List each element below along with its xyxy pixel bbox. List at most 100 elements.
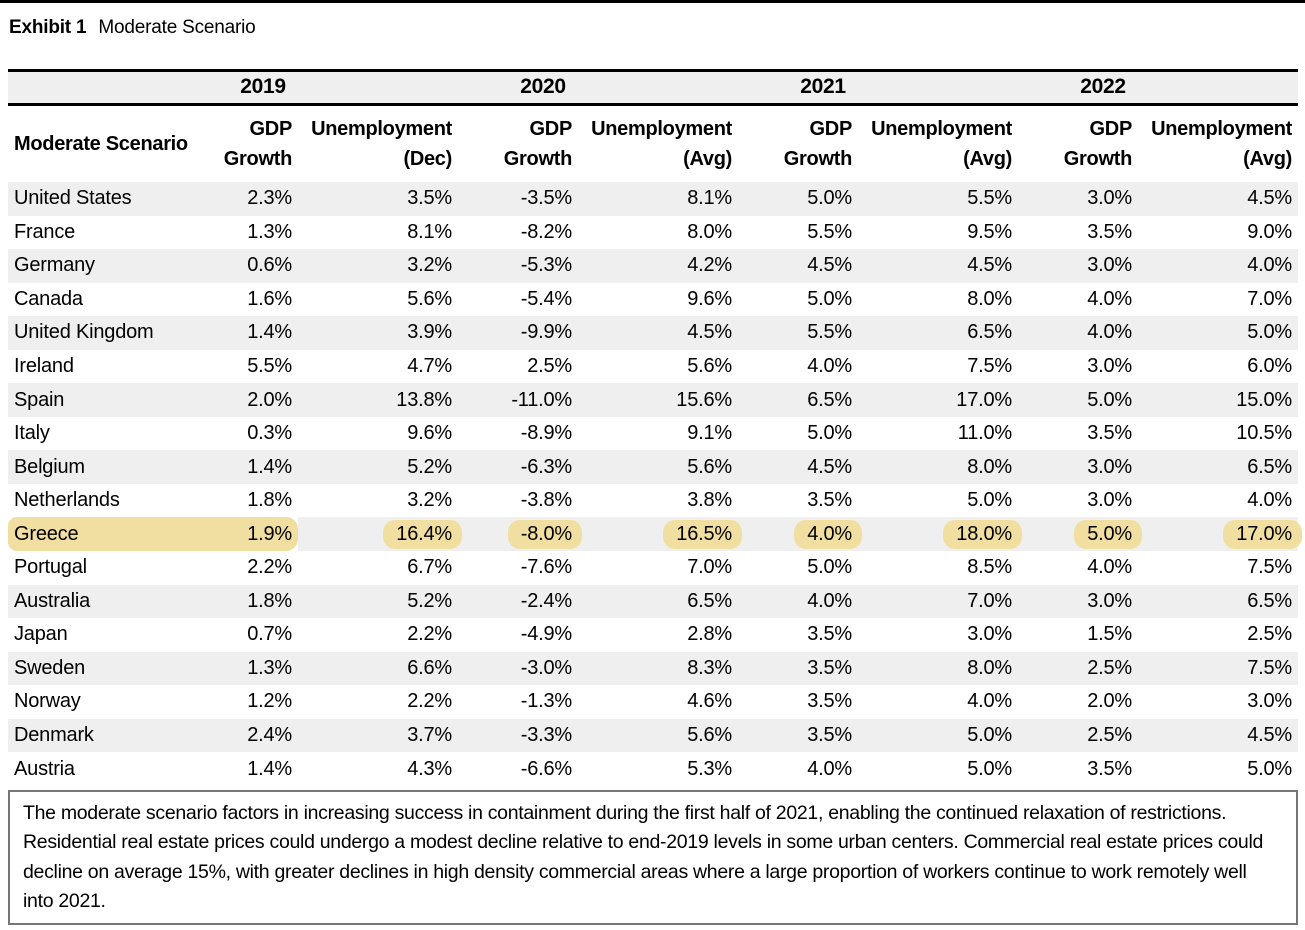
- value-cell: 8.0%: [967, 287, 1012, 310]
- value-cell: 8.1%: [407, 220, 452, 243]
- value-cell: -3.5%: [458, 182, 578, 216]
- year-header-2021: 2021: [738, 69, 1018, 106]
- value-cell: 1.8%: [247, 489, 292, 512]
- value-cell: 5.0%: [738, 182, 858, 216]
- value-cell: 8.1%: [578, 182, 738, 216]
- value-cell: 4.5%: [738, 450, 858, 484]
- value-cell: 5.6%: [578, 450, 738, 484]
- country-label: Ireland: [14, 355, 74, 377]
- value-cell: 8.5%: [967, 556, 1012, 579]
- value-cell: 9.1%: [687, 422, 732, 445]
- value-cell: 1.5%: [1087, 623, 1132, 646]
- year-header-2020: 2020: [458, 69, 738, 106]
- value-cell: 3.9%: [298, 316, 458, 350]
- table-row-canada: Canada 1.6% 5.6% -5.4% 9.6% 5.0% 8.0% 4.0% 7.0%: [8, 283, 1298, 317]
- value-cell: -11.0%: [458, 383, 578, 417]
- table-row-italy: Italy 0.3% 9.6% -8.9% 9.1% 5.0% 11.0% 3.5% 10.5%: [8, 417, 1298, 451]
- exhibit-title: Exhibit 1 Moderate Scenario: [9, 17, 1305, 39]
- gdp-column-header-2022: GDP Growth: [1063, 118, 1133, 170]
- value-cell: 1.3%: [247, 220, 292, 243]
- value-cell: 15.0%: [1138, 383, 1298, 417]
- value-cell: 4.0%: [807, 355, 852, 377]
- value-cell: -5.4%: [520, 287, 572, 310]
- value-cell: 5.0%: [1247, 757, 1292, 780]
- table-row-germany: Germany 0.6% 3.2% -5.3% 4.2% 4.5% 4.5% 3.0% 4.0%: [8, 249, 1298, 283]
- value-cell: 5.0%: [1018, 517, 1142, 552]
- value-cell: 17.0%: [858, 383, 1018, 417]
- unemployment-column-header-2020: Unemployment (Avg): [591, 118, 732, 170]
- value-cell: 5.2%: [298, 450, 458, 484]
- value-cell: 3.5%: [738, 718, 858, 753]
- value-cell: 4.2%: [578, 249, 738, 283]
- value-cell: 2.4%: [178, 718, 298, 753]
- value-cell: 2.3%: [178, 182, 298, 216]
- country-label: Belgium: [8, 450, 178, 484]
- table-row-norway: Norway 1.2% 2.2% -1.3% 4.6% 3.5% 4.0% 2.0% 3.0%: [8, 685, 1298, 719]
- value-cell: 5.0%: [807, 422, 852, 445]
- value-cell: 6.5%: [1138, 450, 1298, 484]
- value-cell: 7.0%: [687, 556, 732, 579]
- value-cell: -5.3%: [458, 249, 578, 283]
- year-header-row: 2019 2020 2021 2022: [8, 69, 1298, 106]
- value-cell: 4.0%: [1138, 249, 1298, 283]
- value-cell: 5.5%: [247, 355, 292, 377]
- value-cell: 2.5%: [1247, 623, 1292, 646]
- table-row-australia: Australia 1.8% 5.2% -2.4% 6.5% 4.0% 7.0% 3.0% 6.…: [8, 584, 1298, 619]
- value-cell: 8.0%: [858, 651, 1018, 686]
- value-cell: 3.0%: [1018, 584, 1138, 619]
- table-row-portugal: Portugal 2.2% 6.7% -7.6% 7.0% 5.0% 8.5% 4.0% 7.5…: [8, 551, 1298, 585]
- value-cell: 4.5%: [858, 249, 1018, 283]
- value-cell: 4.5%: [1138, 718, 1298, 753]
- value-cell: 5.0%: [807, 556, 852, 579]
- value-cell: 4.0%: [807, 757, 852, 780]
- value-cell: 11.0%: [957, 422, 1012, 445]
- country-label: Denmark: [8, 718, 178, 753]
- value-cell: 5.5%: [858, 182, 1018, 216]
- value-cell: -7.6%: [520, 556, 572, 579]
- value-cell: -8.9%: [520, 422, 572, 445]
- table-body: United States 2.3% 3.5% -3.5% 8.1% 5.0% 5.5% 3.…: [8, 182, 1302, 786]
- value-cell: 2.5%: [527, 355, 572, 377]
- value-cell: 5.0%: [967, 757, 1012, 780]
- value-cell: 7.5%: [967, 355, 1012, 377]
- moderate-scenario-table: 2019 2020 2021 2022 Moderate Scenario GDP Gr…: [8, 69, 1302, 786]
- value-cell: 3.5%: [1087, 220, 1132, 243]
- value-cell: 7.5%: [1247, 556, 1292, 579]
- value-cell: 16.5%: [578, 517, 742, 552]
- value-cell: 4.0%: [738, 517, 862, 552]
- value-cell: 6.5%: [858, 316, 1018, 350]
- country-label: Sweden: [8, 651, 178, 686]
- unemployment-column-header-2019: Unemployment (Dec): [311, 118, 452, 170]
- country-label: Netherlands: [14, 489, 120, 512]
- value-cell: 1.8%: [178, 584, 298, 619]
- value-cell: 8.0%: [687, 220, 732, 243]
- value-cell: 3.0%: [1018, 249, 1138, 283]
- value-cell: 3.5%: [738, 651, 858, 686]
- value-cell: 5.0%: [807, 287, 852, 310]
- value-cell: -3.8%: [520, 489, 572, 512]
- column-header-row: Moderate Scenario GDP Growth Unemployment(…: [8, 106, 1298, 182]
- scenario-row-header: Moderate Scenario: [14, 132, 188, 155]
- value-cell: 5.0%: [858, 718, 1018, 753]
- value-cell: 1.4%: [178, 450, 298, 484]
- gdp-column-header-2019: GDP Growth: [223, 118, 293, 170]
- country-label: Austria: [14, 757, 75, 780]
- value-cell: 5.0%: [1018, 383, 1138, 417]
- value-cell: 4.5%: [738, 249, 858, 283]
- value-cell: 4.5%: [1138, 182, 1298, 216]
- value-cell: 5.3%: [687, 757, 732, 780]
- table-row-sweden: Sweden 1.3% 6.6% -3.0% 8.3% 3.5% 8.0% 2.5% 7.5%: [8, 651, 1298, 686]
- footnote-box: The moderate scenario factors in increas…: [8, 789, 1298, 925]
- value-cell: 3.2%: [407, 489, 452, 512]
- value-cell: 6.7%: [407, 556, 452, 579]
- country-label: Greece: [8, 517, 178, 552]
- value-cell: 3.5%: [1087, 757, 1132, 780]
- year-header-2022: 2022: [1018, 69, 1298, 106]
- table-row-belgium: Belgium 1.4% 5.2% -6.3% 5.6% 4.5% 8.0% 3.0% 6.5%: [8, 450, 1298, 484]
- value-cell: -1.3%: [520, 690, 572, 713]
- country-label: Italy: [14, 422, 50, 445]
- value-cell: 3.0%: [1247, 690, 1292, 713]
- value-cell: 1.9%: [178, 517, 298, 552]
- unemployment-column-header-2021: Unemployment (Avg): [871, 118, 1012, 170]
- value-cell: 3.0%: [1018, 182, 1138, 216]
